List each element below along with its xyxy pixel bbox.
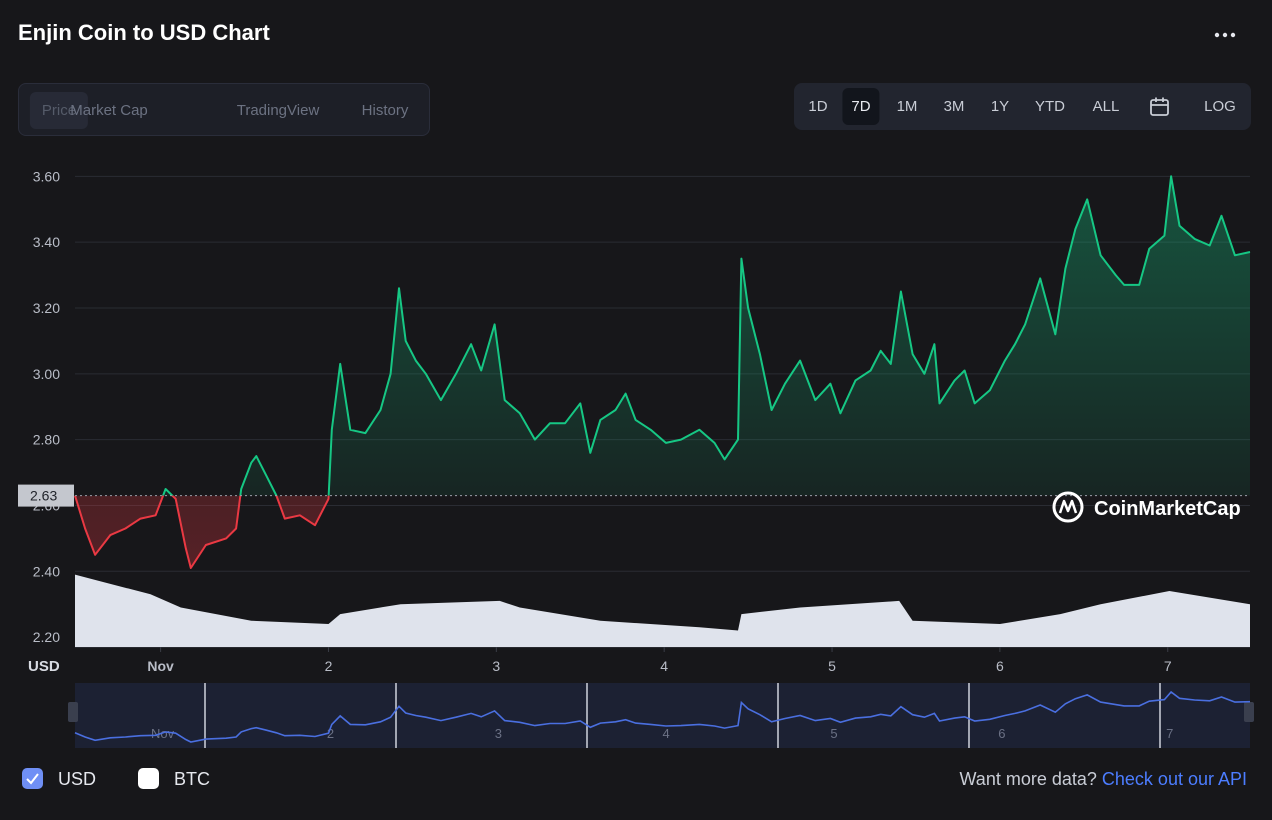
volume-area xyxy=(75,574,1250,647)
tab[interactable]: History xyxy=(361,102,409,119)
range-button[interactable]: YTD xyxy=(1035,98,1065,115)
navigator-handle[interactable] xyxy=(68,702,78,722)
range-button[interactable]: 1Y xyxy=(990,98,1010,115)
footer-prompt: Want more data? xyxy=(959,769,1097,789)
y-unit: USD xyxy=(28,658,60,675)
y-tick-label: 2.40 xyxy=(33,563,60,579)
navigator-label: 6 xyxy=(998,726,1005,741)
range-button[interactable]: 7D xyxy=(842,88,880,125)
x-tick-label: 3 xyxy=(492,658,500,674)
legend-checkbox[interactable] xyxy=(22,768,43,789)
x-tick-label: 4 xyxy=(660,658,668,674)
y-tick-label: 3.60 xyxy=(33,168,60,184)
legend-label: BTC xyxy=(174,769,210,789)
x-tick-label: Nov xyxy=(147,658,174,674)
y-tick-label: 2.20 xyxy=(33,629,60,645)
footer: Want more data? Check out our API xyxy=(959,769,1247,790)
line-up xyxy=(75,175,1251,496)
tab[interactable]: Price xyxy=(29,92,89,129)
more-menu[interactable] xyxy=(1212,30,1242,40)
watermark-text: CoinMarketCap xyxy=(1094,498,1241,520)
tab-bar: Price Market Cap TradingView History xyxy=(18,83,430,136)
y-tick-label: 3.00 xyxy=(33,366,60,382)
navigator-handle[interactable] xyxy=(1244,702,1254,722)
chart: 2.202.402.602.803.003.203.403.60Nov23456… xyxy=(18,168,1254,748)
tab[interactable]: Market Cap xyxy=(70,102,148,119)
x-tick-label: 5 xyxy=(828,658,836,674)
reference-label: 2.63 xyxy=(30,488,57,504)
range-bar: LOG 1D 7D 1M 3M 1Y YTD ALL xyxy=(794,83,1251,130)
chart-title: Enjin Coin to USD Chart xyxy=(18,20,270,45)
tab[interactable]: TradingView xyxy=(236,102,320,119)
navigator-separators xyxy=(204,683,1161,748)
navigator-label: 5 xyxy=(830,726,837,741)
api-link[interactable]: Check out our API xyxy=(1101,769,1247,789)
range-button[interactable]: 1M xyxy=(896,98,918,115)
watermark: CoinMarketCap xyxy=(1052,491,1241,523)
y-tick-label: 2.80 xyxy=(33,432,60,448)
y-tick-label: 3.40 xyxy=(33,234,60,250)
legend-checkbox[interactable] xyxy=(138,768,159,789)
range-button[interactable]: 3M xyxy=(943,98,965,115)
range-button[interactable]: ALL xyxy=(1092,98,1120,115)
x-tick-label: 6 xyxy=(996,658,1004,674)
legend-label: USD xyxy=(58,769,97,789)
navigator-label: 7 xyxy=(1166,726,1173,741)
x-tick-label: 2 xyxy=(325,658,333,674)
price xyxy=(74,175,1251,569)
area-down xyxy=(75,495,329,568)
x-tick-label: 7 xyxy=(1164,658,1172,674)
area-up xyxy=(75,176,1250,496)
navigator-bg xyxy=(75,683,1250,748)
navigator-line xyxy=(74,690,1251,743)
calendar-icon[interactable] xyxy=(1149,96,1171,118)
reference-label-bg xyxy=(18,484,74,507)
log-button[interactable]: LOG xyxy=(1204,98,1236,115)
navigator-label: 3 xyxy=(495,726,502,741)
navigator-label: 4 xyxy=(663,726,670,741)
y-tick-label: 3.20 xyxy=(33,300,60,316)
navigator-label: 2 xyxy=(327,726,334,741)
range-button[interactable]: 1D xyxy=(808,98,828,115)
